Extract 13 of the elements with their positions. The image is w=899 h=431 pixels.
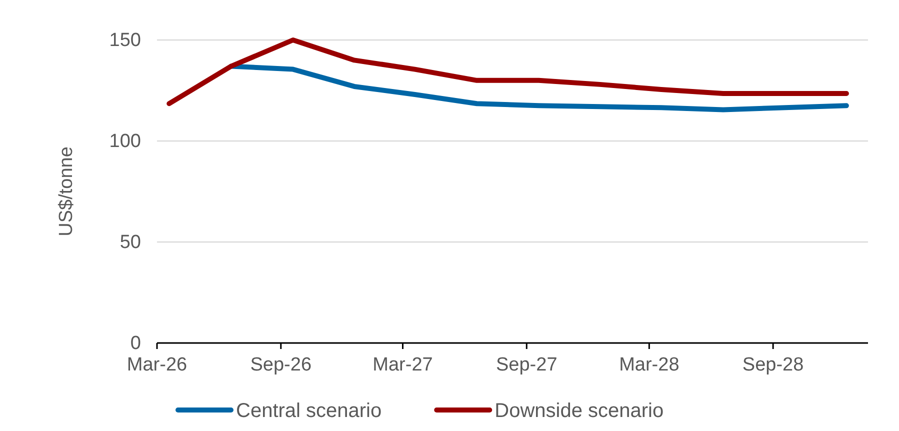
y-tick-label: 150 xyxy=(109,30,141,52)
y-tick-label: 0 xyxy=(130,333,141,354)
x-tick-label: Sep-26 xyxy=(250,354,312,376)
legend-label: Downside scenario xyxy=(494,400,664,422)
x-tick-label: Mar-26 xyxy=(126,354,188,376)
y-tick-label: 50 xyxy=(120,232,141,254)
x-tick-label: Sep-28 xyxy=(742,354,804,376)
x-tick-label: Mar-28 xyxy=(619,354,680,376)
x-tick-label: Sep-27 xyxy=(496,354,558,376)
x-tick-label: Mar-27 xyxy=(372,354,433,376)
legend-label: Central scenario xyxy=(236,400,382,422)
y-tick-label: 100 xyxy=(109,131,141,152)
y-axis-title: US$/tonne xyxy=(56,146,77,236)
